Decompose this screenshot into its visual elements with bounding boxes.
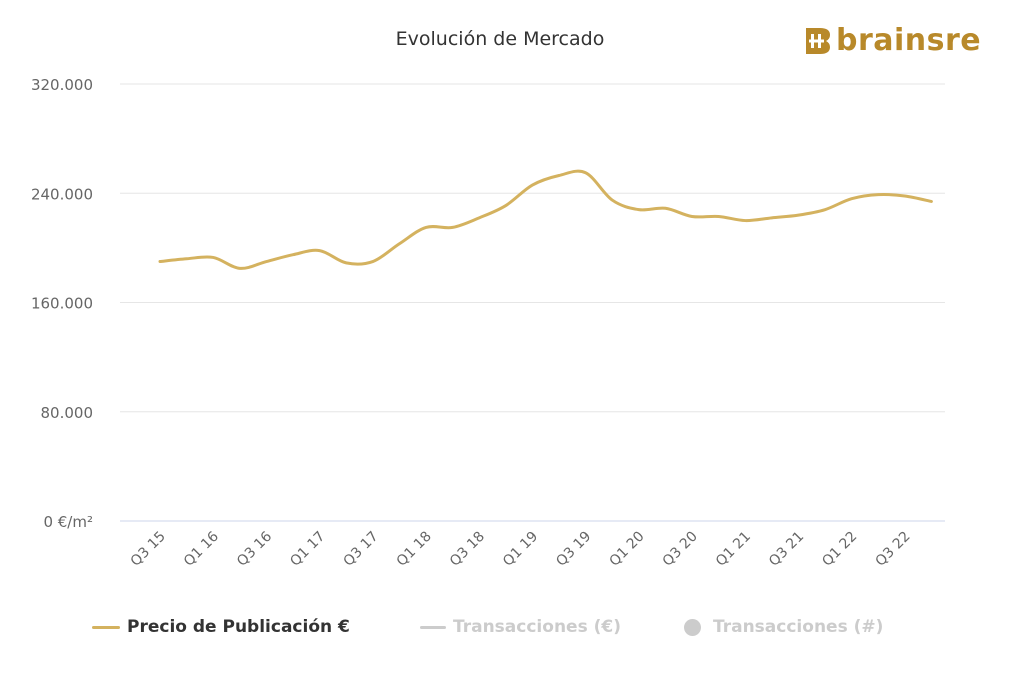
brand-logo: brainsre [806, 26, 981, 56]
y-tick-label: 320.000 [31, 76, 93, 94]
legend-item-transacciones-eur[interactable]: Transacciones (€) [420, 617, 621, 637]
x-tick-label: Q3 21 [766, 529, 807, 570]
plot-area: 0 €/m² 80.000 160.000 240.000 320.000 Q3 15 Q1… [31, 76, 945, 570]
logo-text: brainsre [836, 23, 982, 58]
legend-circle-icon [684, 618, 701, 636]
x-tick-label: Q1 21 [713, 529, 754, 570]
legend-line-icon [92, 625, 120, 629]
x-tick-label: Q3 22 [872, 529, 913, 570]
x-tick-label: Q3 15 [128, 529, 169, 570]
legend-label: Transacciones (€) [453, 617, 621, 637]
x-tick-label: Q1 22 [819, 529, 860, 570]
y-tick-label: 160.000 [31, 295, 93, 313]
x-tick-label: Q3 16 [234, 528, 275, 569]
x-tick-label: Q1 16 [181, 528, 222, 569]
y-tick-label: 0 €/m² [43, 513, 93, 531]
y-tick-label: 80.000 [41, 404, 94, 422]
x-tick-label: Q1 20 [606, 529, 647, 570]
legend-label: Precio de Publicación € [127, 617, 350, 637]
x-tick-label: Q3 19 [553, 529, 594, 570]
legend-label: Transacciones (#) [713, 617, 884, 637]
legend-item-precio[interactable]: Precio de Publicación € [92, 617, 350, 637]
series-line-precio [158, 169, 933, 270]
y-tick-label: 240.000 [31, 185, 93, 203]
x-tick-label: Q1 19 [500, 529, 541, 570]
logo-mark-icon [806, 28, 830, 54]
x-tick-label: Q1 17 [287, 529, 328, 570]
legend-line-icon [420, 625, 446, 629]
chart-title: Evolución de Mercado [395, 28, 605, 50]
legend-item-transacciones-num[interactable]: Transacciones (#) [684, 617, 883, 637]
x-tick-label: Q3 20 [660, 529, 701, 570]
x-tick-label: Q3 18 [447, 529, 488, 570]
x-tick-label: Q1 18 [394, 529, 435, 570]
x-tick-label: Q3 17 [340, 529, 381, 570]
